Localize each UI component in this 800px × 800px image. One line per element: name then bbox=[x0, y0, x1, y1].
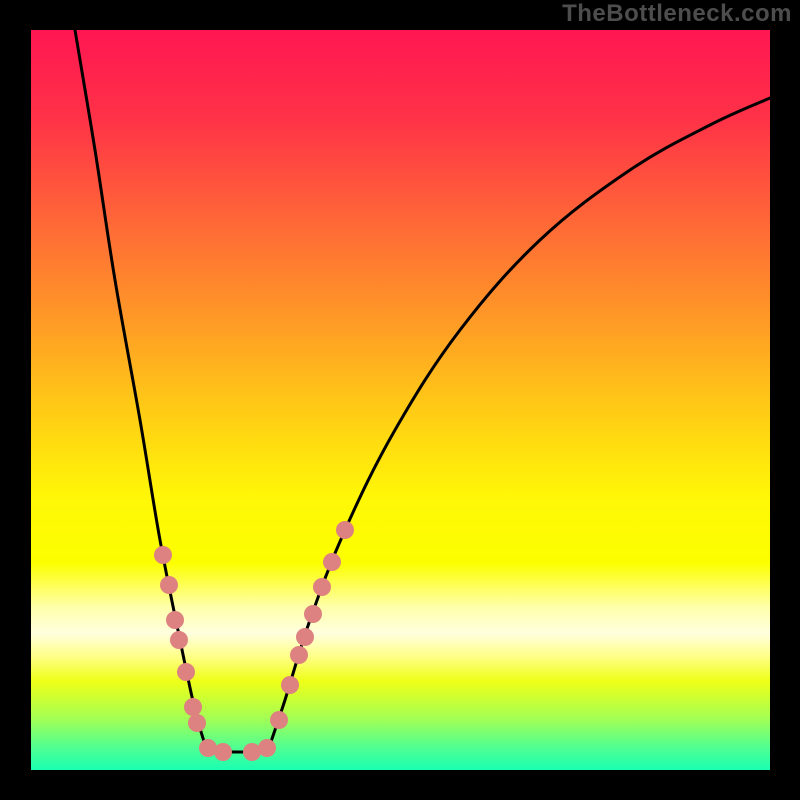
data-marker bbox=[154, 546, 172, 564]
data-marker bbox=[184, 698, 202, 716]
watermark-text: TheBottleneck.com bbox=[562, 0, 792, 28]
data-marker bbox=[270, 711, 288, 729]
data-marker bbox=[177, 663, 195, 681]
data-marker bbox=[336, 521, 354, 539]
data-marker bbox=[170, 631, 188, 649]
data-marker bbox=[214, 743, 232, 761]
data-marker bbox=[290, 646, 308, 664]
bottleneck-chart-svg bbox=[0, 0, 800, 800]
chart-container bbox=[0, 0, 800, 800]
data-marker bbox=[188, 714, 206, 732]
data-marker bbox=[160, 576, 178, 594]
data-marker bbox=[296, 628, 314, 646]
data-marker bbox=[166, 611, 184, 629]
data-marker bbox=[323, 553, 341, 571]
gradient-plot-area bbox=[31, 30, 770, 770]
data-marker bbox=[304, 605, 322, 623]
data-marker bbox=[313, 578, 331, 596]
data-marker bbox=[281, 676, 299, 694]
data-marker bbox=[258, 739, 276, 757]
